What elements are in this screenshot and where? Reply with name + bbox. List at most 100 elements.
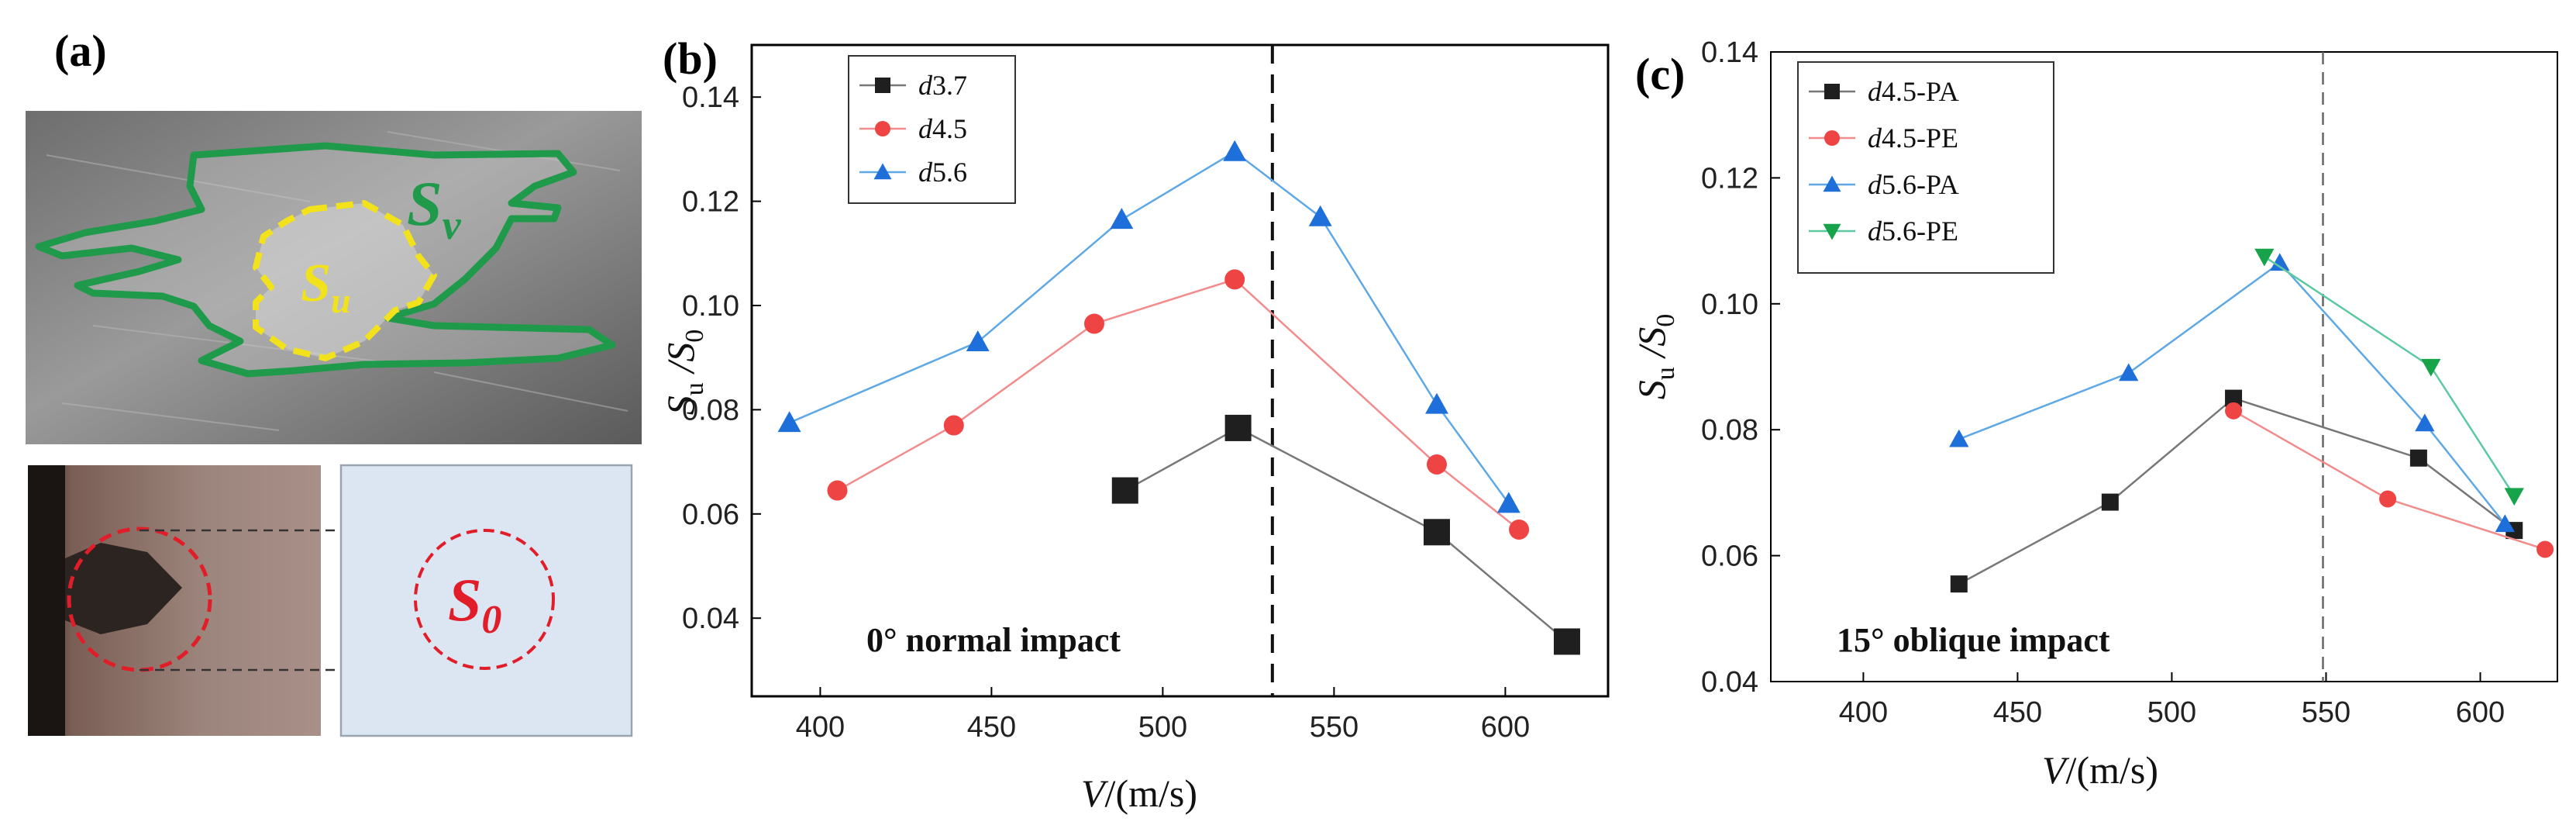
chart-c: 400 450 500 550 600 0.04 0.06 0.08 0.10 0.12 0.14 d…: [1630, 36, 2558, 792]
data-point-d5.6: [1308, 205, 1332, 226]
legend-label-rest: 5.6: [932, 157, 967, 188]
x-tick-label: 550: [1310, 711, 1359, 744]
data-point-d3.7: [1224, 414, 1252, 441]
x-axis-title-unit: /(m/s): [2066, 748, 2158, 792]
data-point-d4.5-PE: [2536, 540, 2554, 558]
legend-label-italic: d: [1868, 169, 1882, 200]
projectile-shape: [65, 543, 182, 634]
y-axis-title: Su /S0: [659, 330, 709, 415]
data-point-d4.5-PE: [2379, 490, 2397, 508]
x-tick-label: 500: [1138, 711, 1187, 744]
legend-label-d4.5-PA: d4.5-PA: [1868, 76, 1959, 107]
data-point-d5.6: [966, 330, 990, 351]
plot-frame: [750, 43, 1610, 698]
x-tick-label: 450: [1993, 696, 2042, 729]
legend-label-rest: 4.5-PE: [1882, 123, 1958, 154]
legend-label-rest: 4.5: [932, 113, 967, 144]
projectile-section-circle: [67, 526, 212, 672]
su-label: Su: [301, 254, 351, 320]
y-tick-label: 0.04: [1701, 666, 1758, 699]
data-point-d5.6-PA: [2119, 363, 2139, 381]
y-axis-title-sub2: 0: [1651, 314, 1680, 327]
data-point-d4.5-PE: [2225, 402, 2243, 419]
y-axis-title-sub2: 0: [680, 330, 709, 343]
legend-label-d5.6-PA: d5.6-PA: [1868, 169, 1959, 200]
data-point-d4.5: [1224, 269, 1245, 290]
data-point-d3.7: [1111, 477, 1138, 504]
su-outline: [253, 200, 437, 361]
y-tick-label: 0.10: [682, 290, 739, 323]
legend-marker-d5.6: [873, 163, 892, 180]
data-point-d3.7: [1424, 519, 1450, 546]
legend-label-italic: d: [918, 157, 933, 188]
x-tick-label: 500: [2147, 696, 2196, 729]
data-point-d5.6: [1425, 392, 1448, 414]
data-point-d4.5: [943, 415, 964, 436]
x-axis-title: V/(m/s): [2042, 748, 2158, 792]
sv-label: Sv: [407, 168, 462, 248]
series-line-d5.6: [789, 150, 1510, 505]
projectile-photo: [28, 465, 321, 736]
y-tick-label: 0.08: [1701, 414, 1758, 447]
legend-label-rest: 4.5-PA: [1882, 76, 1959, 107]
legend-marker-d5.6-PA: [1823, 175, 1841, 192]
y-tick-label: 0.06: [682, 499, 739, 531]
series-line-d5.6-PE: [2264, 255, 2516, 497]
impact-annotation: 0° normal impact: [866, 621, 1121, 659]
panel-c: (c) 400 450 500 550 600 0.04 0.06 0.08 0.10 0.12 0…: [1630, 36, 2558, 792]
data-point-d5.6-PA: [2270, 253, 2290, 271]
y-axis-title-sub: u: [1651, 367, 1680, 380]
legend-label-italic: d: [1868, 216, 1882, 247]
data-point-d5.6-PE: [2421, 358, 2441, 377]
data-point-d4.5: [1084, 313, 1104, 334]
y-tick-label: 0.06: [1701, 540, 1758, 573]
y-axis-title: Su /S0: [1630, 314, 1680, 399]
data-point-d5.6: [1223, 140, 1247, 161]
data-point-d3.7: [1553, 628, 1580, 655]
panel-b-label: (b): [663, 33, 718, 84]
legend-label-italic: d: [918, 113, 933, 144]
s0-box: S0: [339, 464, 633, 737]
impact-annotation: 15° oblique impact: [1837, 621, 2110, 659]
y-tick-label: 0.04: [682, 602, 739, 635]
y-axis-title-mid: /S: [1630, 327, 1673, 367]
legend-label-italic: d: [1868, 76, 1882, 107]
x-tick-label: 450: [967, 711, 1016, 744]
legend-label-rest: 3.7: [932, 70, 967, 101]
legend-box: [1797, 61, 2054, 274]
surface-photo: Sv Su: [26, 111, 642, 444]
data-point-d5.6-PA: [2495, 514, 2515, 533]
legend-label-d5.6-PE: d5.6-PE: [1868, 216, 1958, 247]
y-axis-title-mid: /S: [659, 343, 702, 382]
panel-a-label: (a): [54, 26, 107, 76]
data-point-d5.6: [777, 411, 801, 433]
series-line-d4.5: [836, 278, 1520, 530]
series-line-d3.7: [1124, 426, 1568, 643]
data-point-d5.6-PE: [2254, 248, 2275, 267]
legend-marker-d3.7: [875, 78, 890, 93]
y-tick-label: 0.08: [682, 394, 739, 426]
y-tick-label: 0.14: [1701, 36, 1758, 69]
data-point-d5.6-PE: [2504, 488, 2524, 506]
y-axis-title-main: S: [1630, 380, 1673, 399]
surface-photo-background: [26, 111, 642, 444]
x-tick-label: 400: [796, 711, 845, 744]
data-point-d5.6-PA: [1949, 429, 1969, 447]
data-point-d4.5: [1427, 454, 1447, 475]
legend-marker-d4.5-PE: [1824, 130, 1840, 146]
x-tick-label: 550: [2302, 696, 2350, 729]
legend-label-italic: d: [1868, 123, 1882, 154]
legend-marker-d4.5-PA: [1824, 84, 1840, 99]
x-axis-title-main: V: [1081, 772, 1109, 815]
y-tick-label: 0.14: [682, 81, 739, 114]
data-point-d4.5-PA: [1950, 575, 1968, 593]
chart-b: 400 450 500 550 600 0.04 0.06 0.08 0.10 0.12 0.14 d…: [659, 43, 1610, 815]
data-point-d4.5-PA: [2409, 449, 2427, 467]
legend-label-d5.6: d5.6: [918, 157, 967, 188]
legend-label-d4.5-PE: d4.5-PE: [1868, 123, 1958, 154]
x-axis-title: V/(m/s): [1081, 772, 1197, 815]
legend-label-rest: 5.6-PA: [1882, 169, 1959, 200]
panel-c-label: (c): [1635, 49, 1685, 99]
legend-label-d4.5: d4.5: [918, 113, 967, 144]
legend-label-rest: 5.6-PE: [1882, 216, 1958, 247]
